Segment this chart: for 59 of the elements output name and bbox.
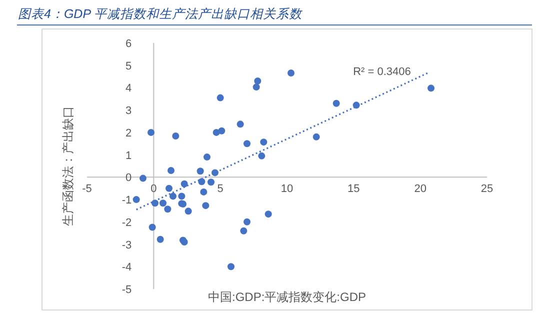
- x-tick-label: 10: [280, 183, 294, 196]
- point: [132, 196, 140, 204]
- point: [240, 227, 248, 234]
- point: [204, 154, 210, 161]
- point: [218, 127, 226, 134]
- y-tick-label: 5: [126, 60, 132, 72]
- y-tick-label: -3: [122, 239, 132, 252]
- x-axis-title: 中国:GDP:平减指数变化:GDP: [208, 290, 366, 304]
- point: [260, 138, 268, 146]
- point: [252, 84, 260, 91]
- y-tick-label: -4: [122, 262, 132, 274]
- point: [166, 184, 172, 192]
- point: [202, 202, 210, 210]
- point: [288, 69, 294, 76]
- point: [196, 168, 204, 175]
- point: [208, 178, 214, 186]
- y-tick-label: 2: [126, 127, 132, 140]
- x-tick-label: 20: [414, 183, 426, 196]
- point: [164, 206, 172, 213]
- y-tick-label: 4: [126, 82, 132, 95]
- y-tick-label: 3: [126, 105, 132, 118]
- y-axis-title: 生产函数法：产出缺口: [61, 106, 75, 226]
- point: [180, 180, 188, 188]
- point: [332, 100, 340, 107]
- y-tick-label: 1: [126, 150, 132, 162]
- point: [184, 208, 192, 215]
- point: [148, 128, 154, 136]
- point: [140, 174, 146, 182]
- x-tick-label: -5: [82, 183, 92, 196]
- point: [236, 120, 244, 128]
- point: [312, 133, 320, 140]
- x-tick-label: 5: [217, 183, 224, 196]
- x-tick-label: 25: [480, 183, 494, 196]
- point: [264, 210, 272, 218]
- point: [428, 84, 434, 92]
- point: [160, 200, 166, 207]
- point: [254, 78, 262, 85]
- point: [156, 236, 164, 243]
- y-tick-label: 0: [126, 172, 132, 184]
- x-tick-label: 0: [150, 183, 157, 196]
- point: [244, 140, 250, 148]
- point: [258, 152, 266, 160]
- point: [216, 94, 224, 102]
- point: [178, 192, 186, 200]
- x-tick-label: 15: [348, 183, 360, 196]
- y-tick-label: 6: [126, 38, 132, 50]
- chart-title: 图表4：GDP 平减指数和生产法产出缺口相关系数: [18, 7, 304, 21]
- y-tick-label: -1: [122, 194, 132, 207]
- point: [244, 218, 250, 226]
- y-tick-label: -2: [122, 216, 132, 229]
- point: [172, 132, 180, 140]
- point: [200, 188, 208, 196]
- point: [228, 263, 234, 270]
- point: [170, 192, 176, 200]
- y-tick-label: -5: [122, 284, 132, 296]
- point: [152, 200, 158, 207]
- annotation: R² = 0.3406: [353, 66, 411, 78]
- point: [148, 224, 156, 231]
- point: [168, 166, 174, 174]
